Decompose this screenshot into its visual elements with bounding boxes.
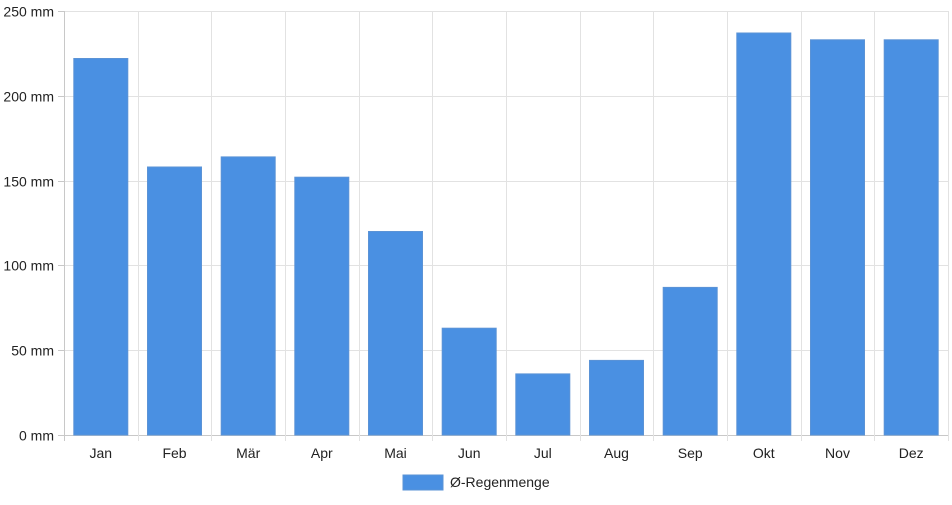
bar-mai[interactable] — [368, 231, 423, 436]
x-tick-label: Feb — [162, 445, 186, 461]
y-tick-label: 200 mm — [3, 89, 54, 105]
bar-aug[interactable] — [589, 359, 644, 436]
bar-jul[interactable] — [515, 373, 571, 436]
x-tick-label: Sep — [678, 445, 703, 461]
x-tick-label: Apr — [311, 445, 333, 461]
x-tick-label: Mär — [236, 445, 260, 461]
bar-apr[interactable] — [294, 176, 350, 436]
x-tick-label: Jan — [90, 445, 113, 461]
y-tick-label: 250 mm — [3, 4, 54, 20]
bar-dez[interactable] — [883, 39, 939, 436]
grid-lines — [64, 11, 949, 441]
x-tick-label: Nov — [825, 445, 850, 461]
x-tick-label: Okt — [753, 445, 775, 461]
legend-label[interactable]: Ø-Regenmenge — [450, 474, 550, 490]
x-tick-label: Jul — [534, 445, 552, 461]
bars — [73, 32, 939, 436]
bar-nov[interactable] — [810, 39, 865, 436]
x-tick-label: Dez — [899, 445, 924, 461]
x-tick-label: Jun — [458, 445, 481, 461]
bar-feb[interactable] — [147, 166, 202, 436]
bar-mär[interactable] — [220, 156, 276, 436]
y-tick-label: 150 mm — [3, 174, 54, 190]
legend[interactable]: Ø-Regenmenge — [402, 474, 550, 491]
bar-okt[interactable] — [736, 32, 792, 436]
y-tick-label: 0 mm — [19, 428, 54, 444]
x-tick-label: Aug — [604, 445, 629, 461]
x-axis-tick-labels: Jan Feb Mär Apr Mai Jun Jul Aug Sep Okt Nov Dez — [90, 445, 924, 461]
axes — [58, 11, 64, 436]
legend-swatch[interactable] — [402, 474, 444, 491]
x-tick-label: Mai — [384, 445, 407, 461]
y-tick-label: 100 mm — [3, 258, 54, 274]
y-axis-tick-labels: 0 mm 50 mm 100 mm 150 mm 200 mm 250 mm — [3, 4, 54, 444]
bar-jan[interactable] — [73, 58, 129, 436]
y-tick-label: 50 mm — [11, 343, 54, 359]
bar-sep[interactable] — [662, 286, 718, 436]
bar-jun[interactable] — [441, 327, 497, 436]
